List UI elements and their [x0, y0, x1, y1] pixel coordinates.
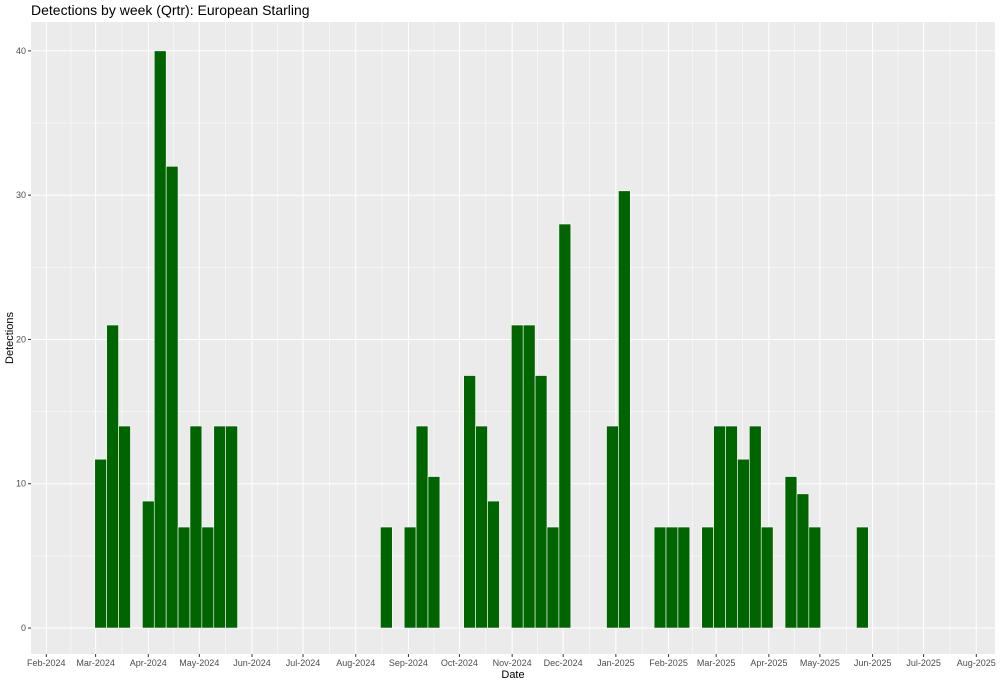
x-tick-label: Aug-2025: [957, 658, 996, 668]
bar: [856, 526, 869, 629]
bar: [427, 476, 441, 629]
x-axis-title: Date: [501, 669, 524, 681]
bar: [153, 50, 167, 629]
bar: [677, 526, 691, 629]
bar: [142, 500, 155, 629]
bar: [737, 458, 750, 629]
x-tick-label: Feb-2024: [27, 658, 66, 668]
bar: [701, 526, 714, 629]
x-tick-label: Aug-2024: [336, 658, 375, 668]
x-tick-label: Mar-2024: [76, 658, 115, 668]
bar: [546, 526, 560, 629]
y-tick-label: 20: [16, 334, 26, 344]
x-tick-label: Apr-2024: [130, 658, 167, 668]
bar: [380, 526, 393, 629]
bar: [618, 190, 631, 629]
x-tick-label: Jun-2024: [233, 658, 271, 668]
y-tick-label: 10: [16, 479, 26, 489]
bar: [796, 493, 810, 629]
x-tick-label: Jul-2025: [906, 658, 941, 668]
bar: [201, 526, 215, 629]
bar: [415, 425, 429, 629]
bars: [94, 50, 869, 629]
bar: [487, 500, 500, 629]
bar: [713, 425, 726, 629]
bar: [653, 526, 667, 629]
x-tick-label: Oct-2024: [441, 658, 478, 668]
bar: [177, 526, 191, 629]
bar: [725, 425, 738, 629]
x-tick-label: Jan-2025: [597, 658, 635, 668]
y-tick-label: 40: [16, 46, 26, 56]
bar: [522, 324, 536, 629]
bar: [165, 165, 179, 629]
x-tick-label: Nov-2024: [493, 658, 532, 668]
x-tick-label: May-2024: [179, 658, 219, 668]
bar: [510, 324, 524, 629]
bar: [475, 425, 488, 629]
x-tick-label: Sep-2024: [389, 658, 428, 668]
bar: [106, 324, 119, 629]
y-tick-label: 0: [21, 623, 26, 633]
bar: [784, 476, 798, 629]
x-tick-label: Feb-2025: [649, 658, 688, 668]
bar: [760, 526, 774, 629]
bar: [94, 458, 107, 629]
bar: [808, 526, 822, 629]
y-axis: 0 10 20 30 40: [16, 46, 31, 633]
x-tick-label: Dec-2024: [544, 658, 583, 668]
x-tick-label: Jul-2024: [286, 658, 321, 668]
x-tick-label: Jun-2025: [854, 658, 892, 668]
x-tick-label: Mar-2025: [697, 658, 736, 668]
x-tick-label: Apr-2025: [750, 658, 787, 668]
bar: [213, 425, 226, 629]
bar: [665, 526, 679, 629]
bar: [606, 425, 619, 629]
bar: [558, 223, 572, 629]
bar: [189, 425, 203, 629]
bar: [749, 425, 762, 629]
bar: [463, 375, 476, 629]
x-tick-label: May-2025: [800, 658, 840, 668]
bar: [118, 425, 131, 629]
chart-title: Detections by week (Qrtr): European Star…: [31, 2, 310, 18]
bar: [534, 375, 548, 629]
bar: [403, 526, 417, 629]
y-axis-title: Detections: [4, 312, 16, 364]
x-axis: Feb-2024 Mar-2024 Apr-2024 May-2024 Jun-2024…: [27, 654, 996, 668]
y-tick-label: 30: [16, 190, 26, 200]
bar: [225, 425, 238, 629]
